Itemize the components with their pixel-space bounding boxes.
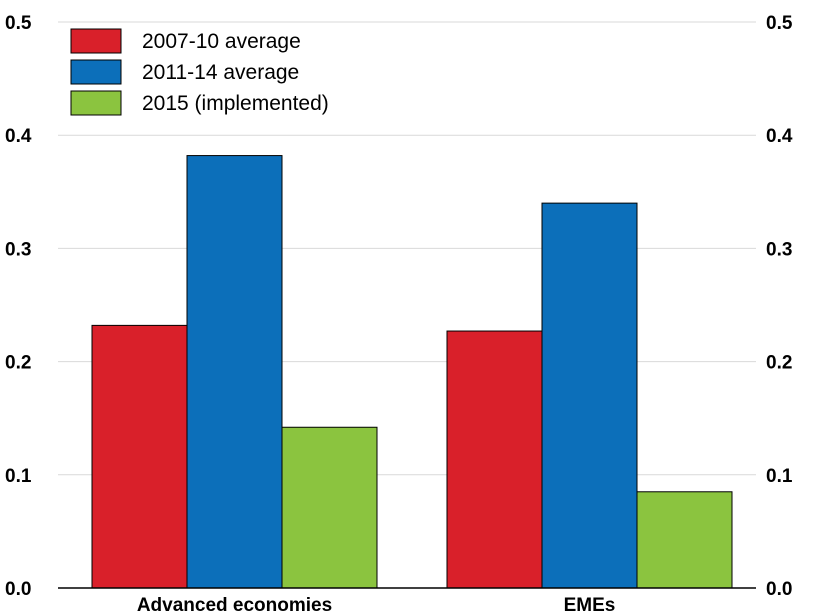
axes: 0.0 0.0 0.1 0.1 0.2 0.2 0.3 0.3 0.4 0.4 0.5 0.5 Adva… — [5, 13, 793, 616]
legend-swatch — [70, 59, 122, 85]
category-label: EMEs — [564, 595, 616, 616]
y-tick-label-left: 0.3 — [5, 239, 31, 260]
y-tick-label-right: 0.3 — [766, 239, 792, 260]
bar-advanced-series-3 — [281, 426, 378, 589]
bar-emes-series-1 — [446, 330, 543, 589]
y-tick-label-right: 0.5 — [766, 13, 793, 34]
legend-swatch — [70, 28, 122, 54]
y-tick-label-right: 0.1 — [766, 466, 793, 487]
bars — [91, 155, 733, 589]
legend-label: 2015 (implemented) — [142, 92, 329, 115]
legend-label: 2011-14 average — [142, 61, 299, 84]
category-label: Advanced economies — [137, 595, 332, 616]
y-tick-label-left: 0.0 — [5, 579, 31, 600]
y-tick-label-left: 0.5 — [5, 13, 32, 34]
y-tick-label-left: 0.4 — [5, 126, 32, 147]
legend-label: 2007-10 average — [142, 30, 301, 53]
bar-advanced-series-2 — [186, 155, 283, 589]
y-tick-label-left: 0.2 — [5, 353, 31, 374]
bar-emes-series-2 — [541, 202, 638, 589]
y-tick-label-left: 0.1 — [5, 466, 32, 487]
y-tick-label-right: 0.2 — [766, 353, 792, 374]
bar-advanced-series-1 — [91, 324, 188, 589]
y-tick-label-right: 0.4 — [766, 126, 793, 147]
legend-swatch — [70, 90, 122, 116]
legend: 2007-10 average 2011-14 average 2015 (impl… — [70, 28, 329, 116]
y-tick-label-right: 0.0 — [766, 579, 792, 600]
bar-emes-series-3 — [636, 491, 733, 589]
